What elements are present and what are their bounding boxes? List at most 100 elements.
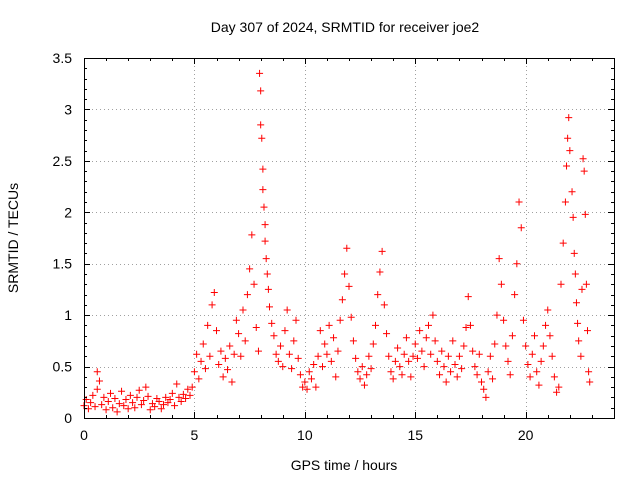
data-point xyxy=(224,366,232,374)
data-point xyxy=(343,244,351,252)
data-point xyxy=(526,373,534,381)
data-point xyxy=(544,306,552,314)
data-point xyxy=(563,162,571,170)
data-point xyxy=(270,332,278,340)
data-point xyxy=(495,255,503,263)
data-point xyxy=(228,378,236,386)
data-point xyxy=(405,357,413,365)
data-point xyxy=(107,389,114,397)
data-point xyxy=(416,327,424,335)
data-point xyxy=(193,350,201,358)
data-point xyxy=(559,239,567,247)
data-point xyxy=(466,321,474,329)
data-point xyxy=(264,285,272,293)
data-point xyxy=(574,319,582,327)
data-point xyxy=(294,354,302,362)
data-point xyxy=(89,391,97,399)
data-point xyxy=(151,403,159,411)
data-point xyxy=(157,405,165,413)
data-point xyxy=(528,350,536,358)
data-point xyxy=(195,375,203,383)
data-point xyxy=(531,332,538,340)
data-point xyxy=(577,352,585,360)
data-point xyxy=(553,388,561,396)
data-point xyxy=(312,383,320,391)
data-point xyxy=(177,398,185,406)
x-tick-label: 10 xyxy=(297,427,313,443)
data-point xyxy=(213,327,220,335)
data-point xyxy=(307,375,315,383)
data-point xyxy=(360,381,368,389)
data-point xyxy=(266,303,273,311)
data-point xyxy=(93,368,101,376)
data-point xyxy=(336,316,344,324)
data-point xyxy=(391,357,399,365)
data-point xyxy=(259,165,267,173)
y-tick-label: 3 xyxy=(64,101,72,117)
data-point xyxy=(100,393,108,401)
data-point xyxy=(323,350,331,358)
data-point xyxy=(517,224,525,232)
data-point xyxy=(219,373,227,381)
data-point xyxy=(208,301,216,309)
y-tick-label: 1.5 xyxy=(53,256,73,272)
data-point xyxy=(524,361,532,369)
chart-title: Day 307 of 2024, SRMTID for receiver joe… xyxy=(211,19,480,35)
data-point xyxy=(500,316,508,324)
data-point xyxy=(131,404,139,412)
x-tick-labels: 0 5 10 15 20 xyxy=(80,427,534,443)
data-point xyxy=(557,280,565,288)
data-point xyxy=(372,321,379,329)
data-point xyxy=(87,399,95,407)
data-point xyxy=(473,371,481,379)
data-point xyxy=(533,368,541,376)
data-point xyxy=(301,378,309,386)
data-point xyxy=(303,385,311,393)
data-point xyxy=(102,406,110,414)
data-point xyxy=(290,337,298,345)
data-point xyxy=(217,347,225,355)
data-point xyxy=(190,368,198,376)
data-point xyxy=(175,393,183,401)
data-point xyxy=(135,386,143,394)
data-point xyxy=(358,363,366,371)
data-point xyxy=(257,121,265,129)
data-point xyxy=(109,404,117,412)
data-point xyxy=(420,363,428,371)
data-point xyxy=(338,296,346,304)
data-point xyxy=(387,368,395,376)
data-point xyxy=(144,392,152,400)
data-point xyxy=(491,340,499,348)
data-point xyxy=(480,385,488,393)
data-point xyxy=(427,350,435,358)
data-point xyxy=(349,337,357,345)
data-point xyxy=(237,352,245,360)
data-point xyxy=(327,357,335,365)
data-point xyxy=(578,285,586,293)
data-point xyxy=(380,301,388,309)
data-point xyxy=(259,186,267,194)
data-point xyxy=(354,368,362,376)
data-point xyxy=(570,249,578,257)
data-point xyxy=(522,342,530,350)
data-point xyxy=(232,316,240,324)
data-point xyxy=(330,334,338,342)
data-point xyxy=(444,352,452,360)
data-point xyxy=(367,365,375,373)
data-point xyxy=(93,385,101,393)
data-point xyxy=(133,393,141,401)
data-point xyxy=(363,371,371,379)
data-point xyxy=(440,363,448,371)
data-point xyxy=(580,167,588,175)
x-tick-label: 0 xyxy=(80,427,88,443)
data-point xyxy=(402,334,410,342)
data-point xyxy=(489,375,497,383)
data-point xyxy=(565,114,573,122)
data-point xyxy=(409,352,417,360)
data-point xyxy=(471,363,479,371)
data-point xyxy=(210,289,218,297)
data-point xyxy=(201,365,209,373)
data-point xyxy=(555,383,563,391)
data-point xyxy=(418,347,426,355)
data-point xyxy=(431,337,439,345)
